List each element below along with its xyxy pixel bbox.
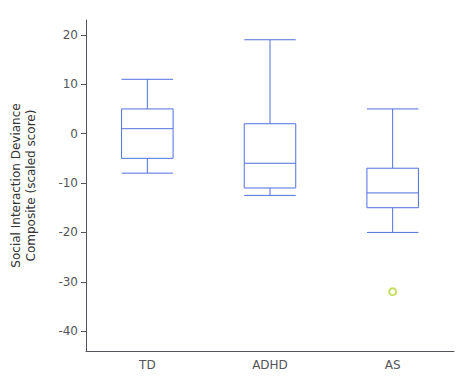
- svg-text:20: 20: [63, 28, 78, 42]
- svg-text:AS: AS: [385, 358, 401, 372]
- svg-text:-10: -10: [58, 176, 78, 190]
- svg-text:Social Interaction Deviance: Social Interaction Deviance: [9, 103, 23, 267]
- svg-text:TD: TD: [138, 358, 156, 372]
- svg-text:Composite (scaled score): Composite (scaled score): [24, 110, 38, 262]
- svg-text:ADHD: ADHD: [252, 358, 288, 372]
- svg-text:-30: -30: [58, 275, 78, 289]
- svg-text:-40: -40: [58, 324, 78, 338]
- svg-text:0: 0: [70, 127, 78, 141]
- svg-text:10: 10: [63, 77, 78, 91]
- svg-text:-20: -20: [58, 225, 78, 239]
